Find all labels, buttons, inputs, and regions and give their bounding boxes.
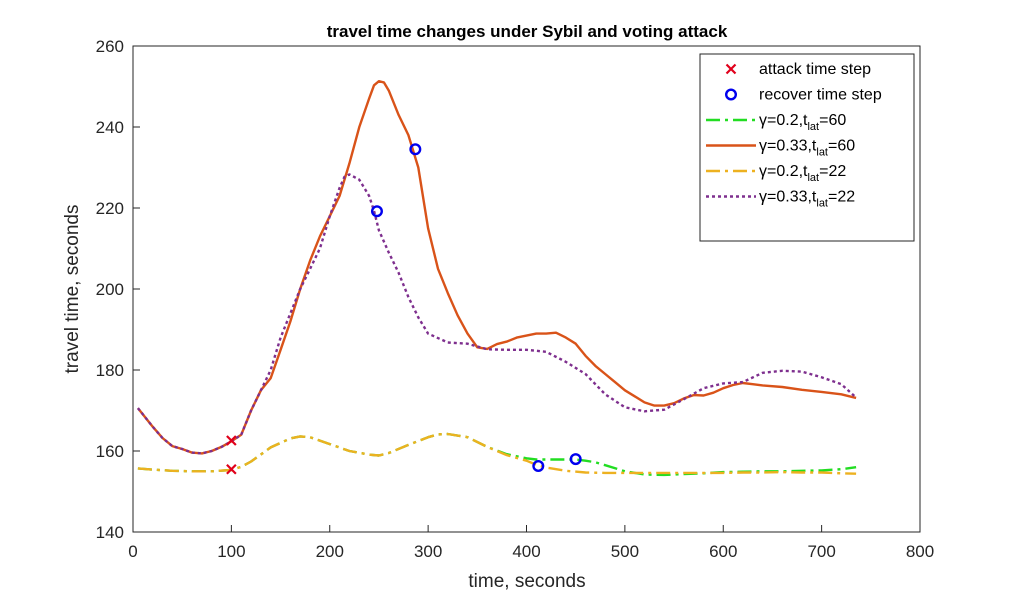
legend-label-suffix: =22 [819,163,846,180]
legend-label-subscript: lat [816,147,828,159]
legend-attack-symbol [725,63,737,75]
series-line-g033_t60 [136,79,857,455]
y-tick-label: 160 [96,442,124,461]
x-tick-label: 600 [709,542,737,561]
legend-label-prefix: γ=0.2,t [759,112,808,129]
legend-label-subscript: lat [816,198,828,210]
legend-box [699,53,915,242]
y-tick-label: 140 [96,523,124,542]
chart-title: travel time changes under Sybil and voti… [327,22,728,41]
series-line-g033_t22 [136,173,857,455]
y-tick-label: 260 [96,37,124,56]
x-tick-label: 500 [611,542,639,561]
legend-recover-symbol [725,88,738,101]
legend-label-attack: attack time step [759,61,871,78]
x-tick-label: 0 [128,542,137,561]
legend-label-g033_t22: γ=0.33,tlat=22 [759,189,855,210]
y-tick-label: 200 [96,280,124,299]
legend-label-suffix: =60 [819,112,846,129]
legend-label-suffix: =60 [828,138,855,155]
x-tick-label: 700 [807,542,835,561]
legend-label-prefix: γ=0.33,t [759,138,817,155]
x-axis: 0 100 200 300 400 500 600 700 800 [128,525,934,561]
recover-marker [532,459,545,472]
y-axis: 140 160 180 200 220 240 260 [96,37,140,542]
legend-label-g02_t22: γ=0.2,tlat=22 [759,163,846,184]
recover-marker [569,453,582,466]
legend-label-subscript: lat [807,121,819,133]
x-axis-label: time, seconds [468,571,585,592]
legend-label-suffix: =22 [828,189,855,206]
legend-label-subscript: lat [807,172,819,184]
legend-label-g02_t60: γ=0.2,tlat=60 [759,112,846,133]
legend-label-recover: recover time step [759,87,882,104]
y-tick-label: 220 [96,199,124,218]
y-axis-label: travel time, seconds [62,205,83,374]
legend-label-prefix: γ=0.2,t [759,163,808,180]
marker-layer [226,143,582,475]
series-layer [136,79,857,477]
x-tick-label: 300 [414,542,442,561]
legend-label-g033_t60: γ=0.33,tlat=60 [759,138,855,159]
y-tick-label: 180 [96,361,124,380]
x-tick-label: 200 [316,542,344,561]
attack-marker [226,435,237,446]
recover-marker [370,205,383,218]
legend: attack time step recover time step γ=0.2,t… [699,53,915,242]
series-line-g02_t22 [137,432,857,475]
x-tick-label: 400 [512,542,540,561]
recover-marker [409,143,422,156]
x-tick-label: 100 [217,542,245,561]
legend-label-prefix: γ=0.33,t [759,189,817,206]
y-tick-label: 240 [96,118,124,137]
x-tick-label: 800 [906,542,934,561]
attack-marker [226,463,237,475]
